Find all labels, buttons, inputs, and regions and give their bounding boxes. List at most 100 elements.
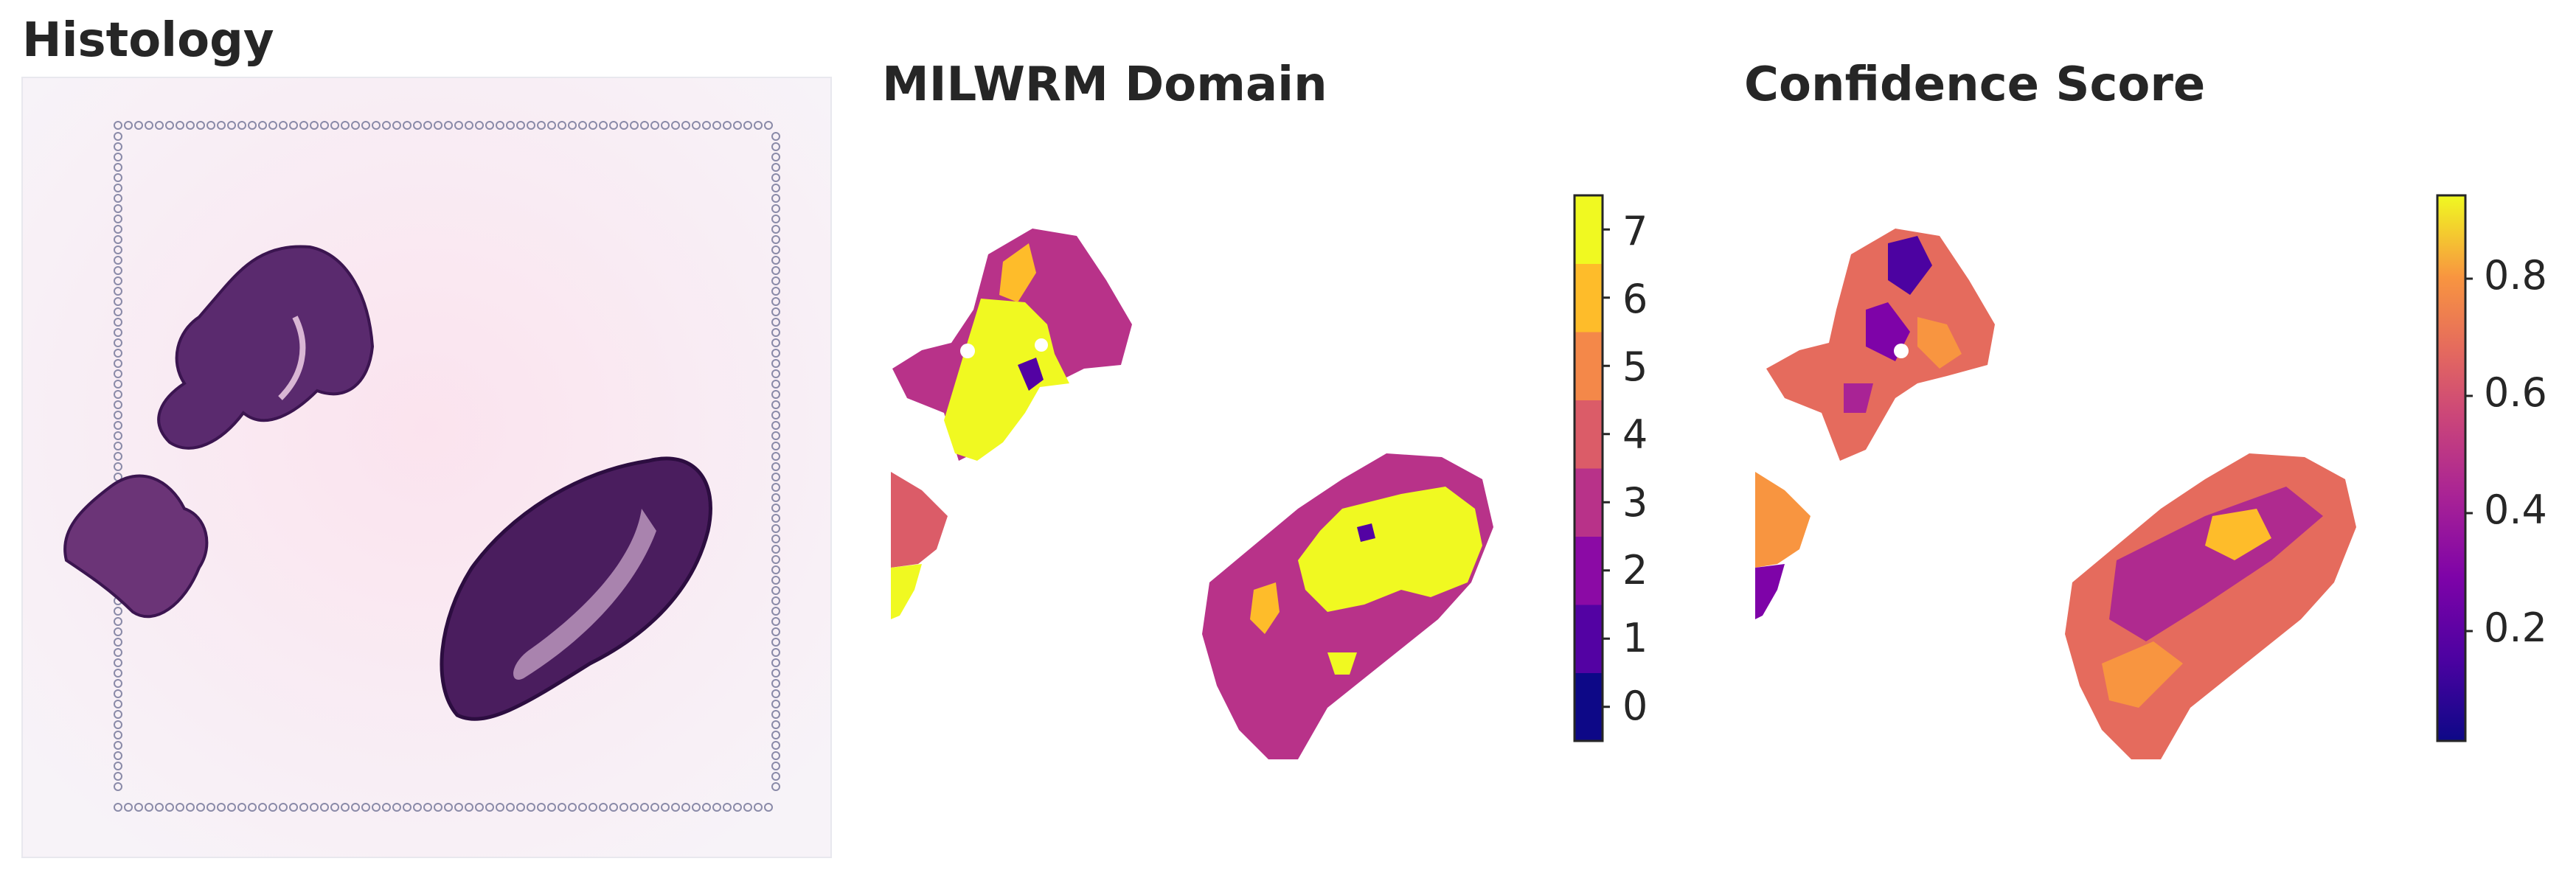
fiducial-spot [771,173,780,182]
fiducial-spot [771,369,780,378]
fiducial-spot [681,121,690,130]
fiducial-spot [771,235,780,244]
fiducial-spot [114,720,122,729]
fiducial-spot [771,638,780,647]
fiducial-spot [547,121,556,130]
fiducial-spot [771,731,780,739]
fiducial-spot [114,710,122,719]
fiducial-spot [114,215,122,223]
fiducial-spot [496,121,504,130]
fiducial-spot [268,803,277,812]
fiducial-spot [434,121,442,130]
fiducial-spot [771,194,780,203]
fiducial-spot [145,803,153,812]
fiducial-spot [237,803,246,812]
domain-colorbar-frame [1573,194,1604,742]
fiducial-spot [114,638,122,647]
fiducial-spot [268,121,277,130]
domain-tick-6: 6 [1622,276,1648,322]
fiducial-spot [527,803,535,812]
domain-colorbar [1573,194,1610,742]
confidence-tick-0.4: 0.4 [2484,487,2547,533]
fiducial-spot [771,318,780,327]
fiducial-spot [227,803,236,812]
fiducial-spot [712,803,721,812]
fiducial-spot [114,194,122,203]
fiducial-spot [114,225,122,234]
domain-colorbar-segment-7 [1575,195,1603,264]
fiducial-spot [114,617,122,626]
domain-colorbar-segment-3 [1575,468,1603,537]
fiducial-spot [361,803,370,812]
fiducial-spot [114,153,122,161]
domain-tick-2: 2 [1622,547,1648,593]
fiducial-spot [114,607,122,616]
fiducial-spot [661,121,670,130]
fiducial-spot [771,307,780,316]
fiducial-spot [771,442,780,450]
fiducial-spot [289,121,298,130]
fiducial-spot [114,173,122,182]
fiducial-spot [114,318,122,327]
fiducial-spot [702,121,711,130]
fiducial-spot [454,803,463,812]
fiducial-spot [771,287,780,296]
fiducial-spot [114,772,122,781]
fiducial-spot [578,121,587,130]
fiducial-spot [771,256,780,265]
fiducial-spot [485,803,494,812]
fiducial-spot [330,803,339,812]
fiducial-spot [764,121,773,130]
fiducial-spot [165,803,174,812]
fiducial-spot [771,431,780,440]
fiducial-spot [206,803,215,812]
fiducial-spot [465,121,473,130]
fiducial-spot [599,121,608,130]
domain-colorbar-segment-0 [1575,672,1603,742]
fiducial-spot [516,803,525,812]
confidence-title: Confidence Score [1744,58,2206,112]
fiducial-spot [114,121,122,130]
fiducial-spot [771,215,780,223]
fiducial-spot [589,121,597,130]
fiducial-spot [692,803,701,812]
fiducial-spot [114,256,122,265]
fiducial-spot [114,411,122,419]
fiducial-spot [289,803,298,812]
fiducial-spot [176,121,184,130]
fiducial-spot [217,803,226,812]
domain-colorbar-segment-2 [1575,536,1603,605]
fiducial-spot [114,442,122,450]
fiducial-spot [351,803,360,812]
fiducial-spot [196,121,205,130]
fiducial-spot [771,617,780,626]
domain-tick-3: 3 [1622,479,1648,526]
fiducial-spot [444,803,453,812]
fiducial-spot [681,803,690,812]
fiducial-spot [771,225,780,234]
fiducial-spot [382,121,391,130]
fiducial-spot [186,803,195,812]
fiducial-spot [537,803,546,812]
fiducial-spot [516,121,525,130]
fiducial-spot [771,246,780,254]
fiducial-spot [114,369,122,378]
fiducial-spot [372,121,381,130]
fiducial-spot [114,204,122,213]
fiducial-spot [771,720,780,729]
fiducial-spot [771,276,780,285]
fiducial-spot [114,297,122,306]
confidence-map [1755,194,2473,759]
fiducial-spot [206,121,215,130]
fiducial-spot [671,121,680,130]
fiducial-spot [279,803,288,812]
fiducial-spot [733,803,742,812]
fiducial-spot [661,803,670,812]
fiducial-spot [403,121,412,130]
fiducial-spot [771,669,780,678]
fiducial-spot [258,121,267,130]
histology-image [21,77,832,858]
fiducial-spot [165,121,174,130]
fiducial-spot [771,473,780,481]
fiducial-spot [114,266,122,275]
